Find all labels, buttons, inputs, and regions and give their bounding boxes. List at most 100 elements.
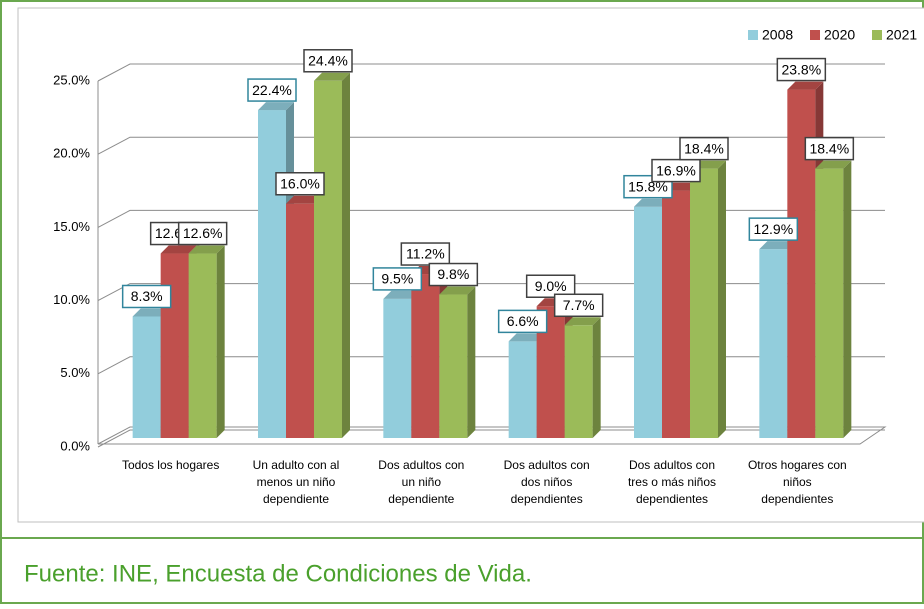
value-label-box — [497, 309, 548, 334]
x-tick-label: menos un niño — [257, 475, 336, 489]
x-tick-label: Dos adultos con — [629, 458, 715, 472]
bar-top — [132, 308, 169, 317]
value-label: 9.0% — [535, 278, 567, 294]
bar — [188, 253, 217, 438]
bar-top — [439, 286, 476, 295]
y-tick-label: 25.0% — [53, 72, 90, 87]
bar — [662, 190, 690, 438]
bar — [132, 316, 161, 438]
bar — [286, 203, 314, 438]
value-label: 12.9% — [753, 221, 793, 237]
legend-swatch — [810, 30, 820, 40]
grid-line — [97, 356, 885, 375]
value-label-box — [748, 217, 799, 241]
value-label: 12.6% — [183, 225, 223, 241]
x-tick-label: Dos adultos con — [504, 458, 590, 472]
y-tick-label: 20.0% — [53, 146, 90, 161]
y-tick-label: 15.0% — [53, 219, 90, 234]
y-tick-label: 5.0% — [60, 365, 90, 380]
value-label-box — [804, 136, 855, 161]
value-label: 22.4% — [252, 82, 292, 98]
x-tick-label: niños — [783, 475, 812, 489]
legend-label: 2020 — [824, 27, 855, 43]
value-label-box — [525, 274, 576, 298]
bar — [439, 294, 468, 438]
bar — [508, 341, 537, 438]
value-label-box — [428, 262, 479, 287]
value-label-box — [121, 284, 172, 309]
value-label-box — [776, 57, 827, 82]
bar — [383, 298, 412, 438]
value-label: 24.4% — [308, 52, 348, 68]
bar-top — [634, 198, 670, 207]
bar-side — [342, 72, 350, 438]
value-label: 15.8% — [628, 178, 668, 194]
floor — [97, 426, 887, 445]
x-tick-label: Otros hogares con — [748, 458, 847, 472]
value-label: 9.8% — [437, 266, 469, 282]
legend-label: 2008 — [762, 27, 793, 43]
x-tick-label: tres o más niños — [628, 475, 716, 489]
value-label: 16.9% — [656, 162, 696, 178]
bar-top — [258, 102, 294, 111]
bar-side — [843, 160, 852, 438]
bar — [690, 168, 718, 438]
value-label: 16.0% — [280, 175, 320, 191]
bar-side — [467, 286, 476, 438]
bar-top — [383, 290, 420, 299]
x-tick-label: dependiente — [263, 492, 329, 506]
bar — [160, 253, 189, 438]
value-label-box — [400, 242, 451, 266]
x-tick-label: dos niños — [521, 475, 572, 489]
x-tick-label: dependientes — [511, 492, 583, 506]
bar — [634, 206, 662, 438]
x-tick-label: dependiente — [388, 492, 454, 506]
value-label: 11.2% — [406, 246, 445, 262]
bar-top — [564, 317, 601, 326]
value-label-box — [247, 78, 297, 102]
bar-side — [216, 245, 225, 438]
value-label: 23.8% — [781, 61, 821, 77]
x-tick-label: Dos adultos con — [378, 458, 464, 472]
value-label-box — [303, 49, 353, 73]
x-tick-label: Un adulto con al — [253, 458, 340, 472]
x-tick-label: dependientes — [636, 492, 708, 506]
y-tick-label: 0.0% — [60, 438, 90, 453]
value-label-box — [679, 136, 729, 161]
grid-line — [97, 429, 885, 448]
x-tick-label: un niño — [402, 475, 442, 489]
value-label-box — [553, 293, 604, 318]
bar-top — [160, 245, 197, 254]
legend-swatch — [748, 30, 758, 40]
bar — [314, 80, 342, 438]
bar — [564, 325, 593, 438]
value-label-box — [372, 267, 423, 291]
bar-top — [314, 72, 350, 81]
bar — [815, 168, 844, 438]
grid-line — [97, 209, 885, 228]
value-label: 18.4% — [809, 140, 849, 156]
value-label: 8.3% — [131, 288, 163, 304]
bar-top — [508, 333, 545, 342]
value-label-box — [651, 158, 701, 183]
bar — [258, 110, 286, 439]
grid-line — [97, 63, 885, 82]
value-label-box — [275, 172, 325, 196]
bar-top — [286, 195, 322, 204]
value-label: 9.5% — [381, 271, 413, 287]
bar — [411, 274, 440, 438]
bar-side — [592, 317, 601, 438]
x-tick-label: dependientes — [761, 492, 833, 506]
grid-line — [97, 283, 885, 302]
bar-top — [759, 241, 796, 250]
grid-line — [97, 136, 885, 155]
legend-label: 2021 — [886, 27, 917, 43]
value-label: 6.6% — [507, 313, 539, 329]
value-label: 7.7% — [563, 297, 595, 313]
legend-swatch — [872, 30, 882, 40]
bar-top — [815, 160, 852, 169]
bar-top — [188, 245, 225, 254]
value-label-box — [177, 221, 228, 246]
x-tick-label: Todos los hogares — [122, 458, 219, 472]
